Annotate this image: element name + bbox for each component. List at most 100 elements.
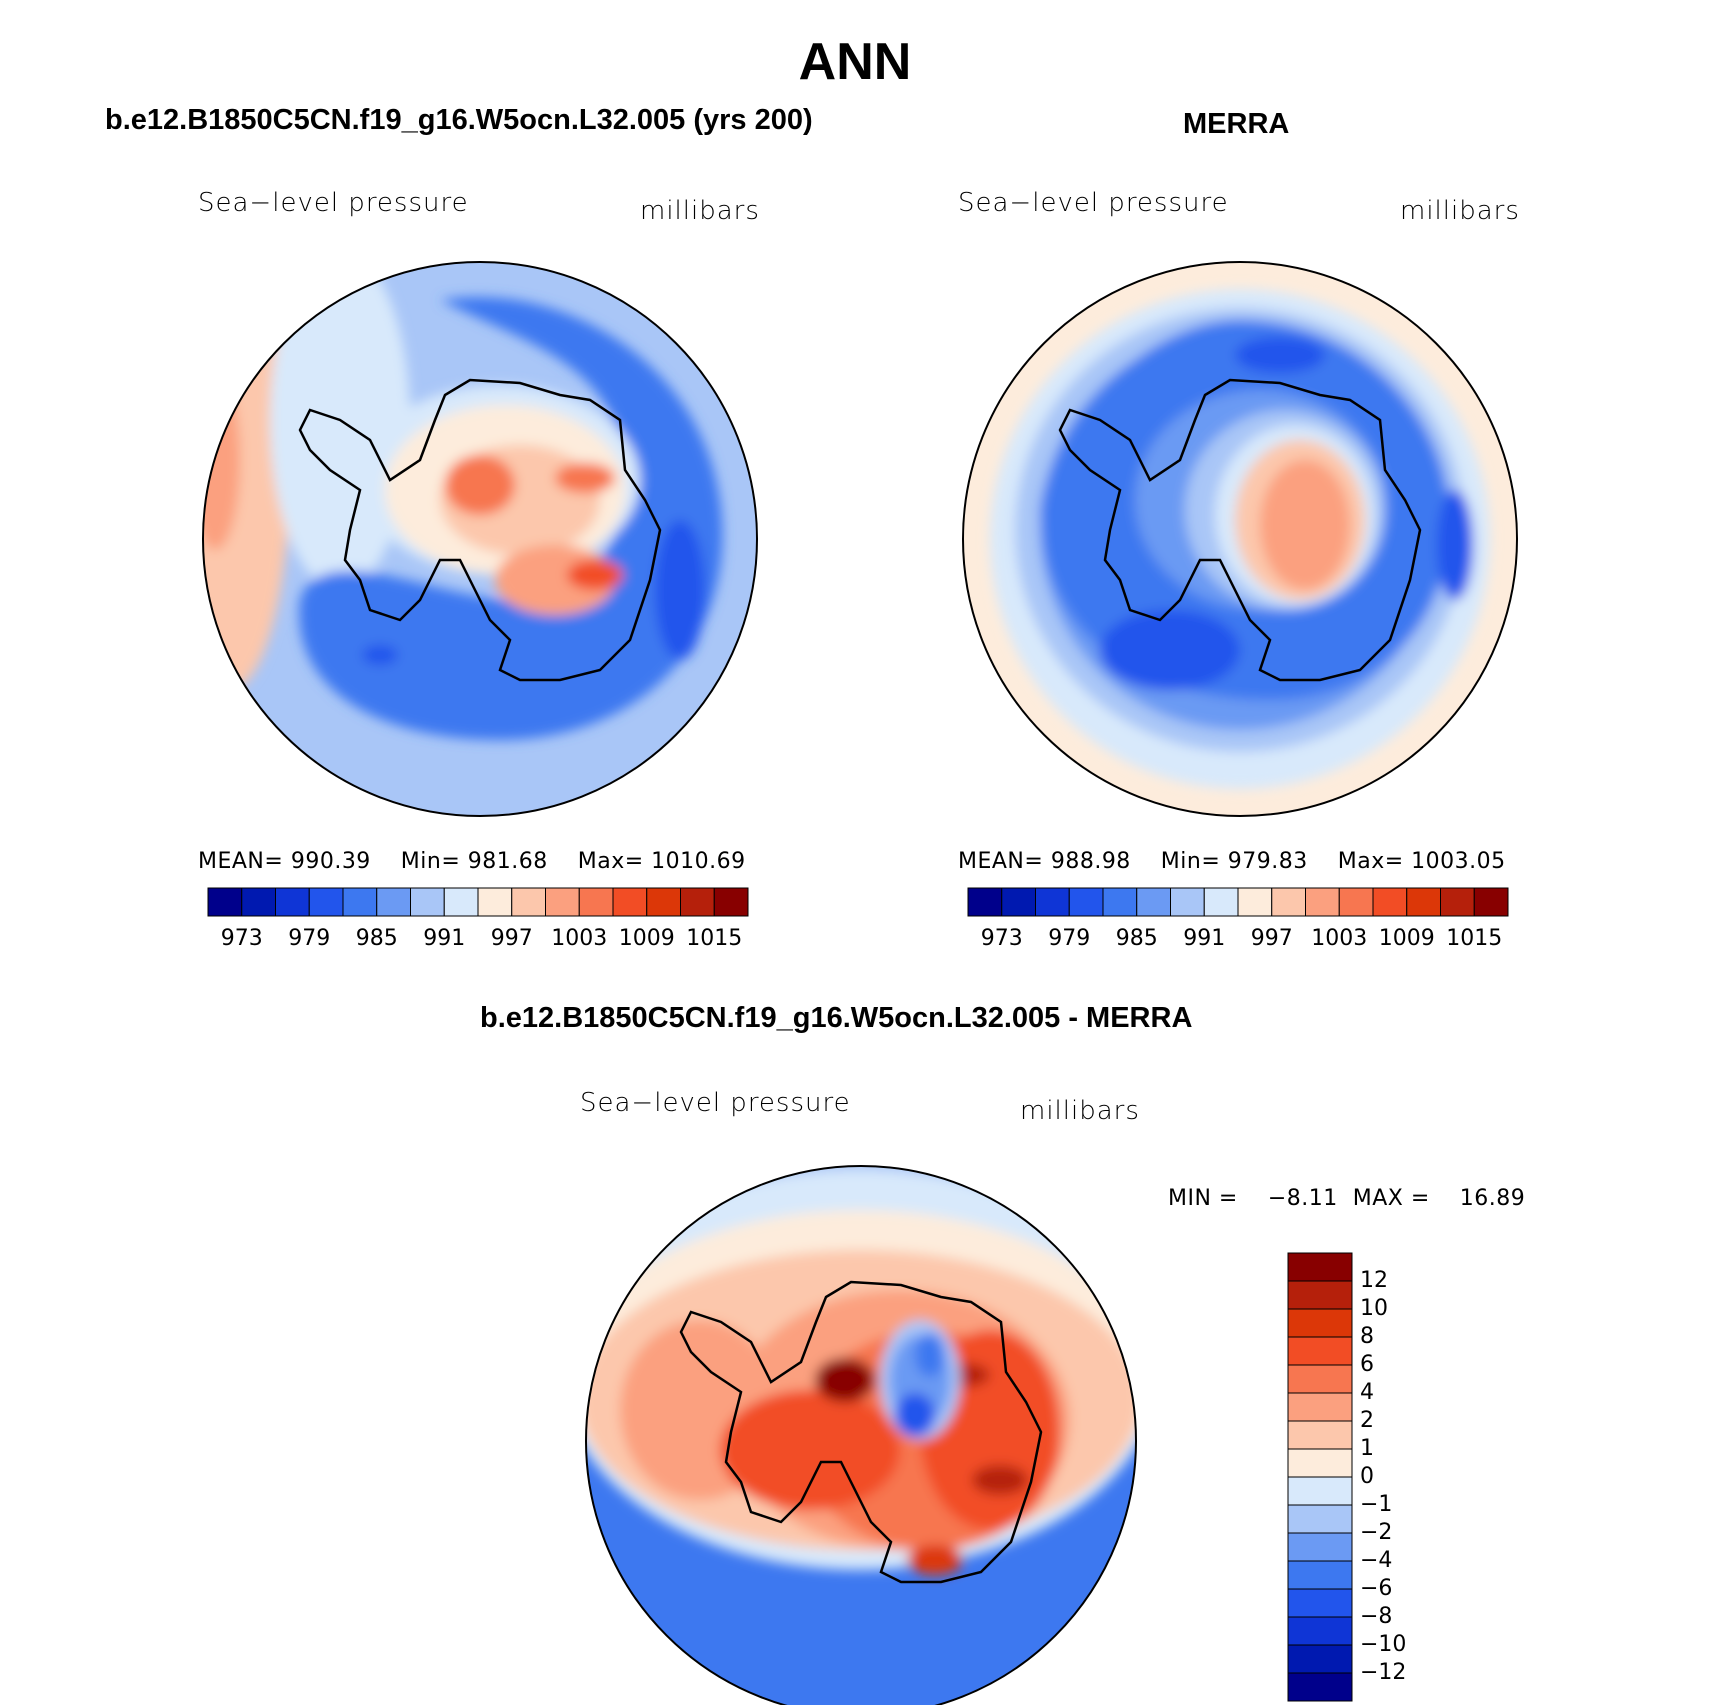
colorbar-tick-label: 12 (1360, 1268, 1388, 1293)
colorbar-tick-label: 1 (1360, 1436, 1374, 1461)
panel-2-colorbar (967, 887, 1509, 917)
panel-2-min-label: Min= (1160, 849, 1221, 874)
panel-2-colorbar-ticks: 973 979 985 991 997 1003 1009 1015 (968, 926, 1508, 956)
colorbar-swatch (1271, 887, 1306, 917)
colorbar-tick-label: 8 (1360, 1324, 1374, 1349)
panel-2-stats: MEAN= 988.98 Min= 979.83 Max= 1003.05 (958, 849, 1506, 874)
colorbar-tick-label: 2 (1360, 1408, 1374, 1433)
colorbar-tick-label: 985 (1115, 926, 1158, 951)
colorbar-tick-label: 1003 (551, 926, 608, 951)
panel-2-coastline (1058, 378, 1422, 682)
panel-1-map-border (202, 261, 758, 817)
colorbar-swatch (1035, 887, 1070, 917)
panel-2-max: 1003.05 (1411, 849, 1506, 874)
colorbar-swatch (511, 887, 546, 917)
colorbar-swatch (1287, 1364, 1353, 1394)
colorbar-swatch (1287, 1420, 1353, 1450)
colorbar-swatch (1473, 887, 1509, 917)
colorbar-tick-label: −2 (1360, 1520, 1393, 1545)
main-title: ANN (798, 33, 912, 91)
colorbar-swatch (1102, 887, 1138, 917)
colorbar-swatch (1287, 1392, 1353, 1422)
colorbar-swatch (1287, 1336, 1353, 1366)
panel-1-coastline (298, 378, 662, 682)
panel-2-max-label: Max= (1337, 849, 1404, 874)
panel-1-stats: MEAN= 990.39 Min= 981.68 Max= 1010.69 (198, 849, 746, 874)
colorbar-tick-label: 973 (220, 926, 263, 951)
panel-3-coastline (679, 1280, 1043, 1584)
colorbar-swatch (1287, 1532, 1353, 1562)
panel-1-mean: 990.39 (290, 849, 371, 874)
colorbar-swatch (1287, 1560, 1353, 1590)
panel-1-min-label: Min= (400, 849, 461, 874)
panel-2-title: MERRA (1183, 108, 1290, 140)
panel-3-min: −8.11 (1267, 1186, 1338, 1211)
colorbar-tick-label: 0 (1360, 1464, 1374, 1489)
colorbar-swatch (1068, 887, 1104, 917)
panel-1-max: 1010.69 (651, 849, 746, 874)
colorbar-swatch (545, 887, 580, 917)
colorbar-swatch (1203, 887, 1239, 917)
panel-2-field (963, 262, 1517, 816)
colorbar-swatch (1287, 1308, 1353, 1338)
colorbar-swatch (646, 887, 681, 917)
colorbar-tick-label: −10 (1360, 1632, 1407, 1657)
colorbar-swatch (443, 887, 479, 917)
colorbar-tick-label: 1003 (1311, 926, 1368, 951)
panel-1-variable: Sea−level pressure (198, 188, 469, 218)
colorbar-tick-label: 979 (288, 926, 331, 951)
panel-1-colorbar-ticks: 973 979 985 991 997 1003 1009 1015 (208, 926, 748, 956)
colorbar-tick-label: 997 (1250, 926, 1293, 951)
colorbar-tick-label: 1009 (618, 926, 675, 951)
colorbar-swatch (1136, 887, 1171, 917)
colorbar-swatch (1338, 887, 1374, 917)
panel-3-stats: MIN = −8.11 MAX = 16.89 (1168, 1186, 1525, 1211)
colorbar-tick-label: 1015 (1446, 926, 1503, 951)
panel-1-title: b.e12.B1850C5CN.f19_g16.W5ocn.L32.005 (y… (105, 104, 813, 136)
panel-2-units: millibars (1400, 196, 1520, 226)
panel-3-units: millibars (1020, 1096, 1140, 1126)
colorbar-swatch (1287, 1588, 1353, 1618)
colorbar-swatch (477, 887, 513, 917)
colorbar-tick-label: 1015 (686, 926, 743, 951)
panel-3-variable: Sea−level pressure (580, 1088, 851, 1118)
panel-3-colorbar (1287, 1252, 1353, 1702)
colorbar-tick-label: −6 (1360, 1576, 1393, 1601)
colorbar-swatch (1287, 1672, 1353, 1702)
colorbar-swatch (1305, 887, 1340, 917)
colorbar-swatch (1287, 1644, 1353, 1674)
colorbar-swatch (1170, 887, 1205, 917)
panel-1-field (203, 262, 757, 816)
panel-3-max-label: MAX = (1352, 1186, 1430, 1211)
colorbar-swatch (342, 887, 378, 917)
colorbar-swatch (308, 887, 344, 917)
colorbar-swatch (1287, 1616, 1353, 1646)
colorbar-swatch (612, 887, 648, 917)
colorbar-swatch (1287, 1504, 1353, 1534)
panel-3-max: 16.89 (1459, 1186, 1526, 1211)
colorbar-swatch (376, 887, 411, 917)
colorbar-tick-label: −4 (1360, 1548, 1393, 1573)
panel-3-field (586, 1166, 1136, 1705)
colorbar-swatch (241, 887, 276, 917)
colorbar-swatch (1237, 887, 1273, 917)
colorbar-swatch (1287, 1252, 1353, 1282)
panel-2-min: 979.83 (1227, 849, 1308, 874)
colorbar-swatch (578, 887, 614, 917)
colorbar-swatch (680, 887, 715, 917)
panel-1-units: millibars (640, 196, 760, 226)
panel-3-map-border (585, 1165, 1137, 1705)
colorbar-tick-label: −12 (1360, 1660, 1407, 1685)
colorbar-tick-label: −1 (1360, 1492, 1393, 1517)
colorbar-tick-label: −8 (1360, 1604, 1393, 1629)
colorbar-swatch (1287, 1476, 1353, 1506)
colorbar-tick-label: 1009 (1378, 926, 1435, 951)
colorbar-tick-label: 997 (490, 926, 533, 951)
colorbar-tick-label: 991 (423, 926, 466, 951)
colorbar-tick-label: 4 (1360, 1380, 1374, 1405)
colorbar-tick-label: 10 (1360, 1296, 1388, 1321)
colorbar-swatch (1440, 887, 1475, 917)
colorbar-swatch (1287, 1280, 1353, 1310)
panel-3-title: b.e12.B1850C5CN.f19_g16.W5ocn.L32.005 - … (480, 1002, 1193, 1034)
colorbar-swatch (275, 887, 310, 917)
